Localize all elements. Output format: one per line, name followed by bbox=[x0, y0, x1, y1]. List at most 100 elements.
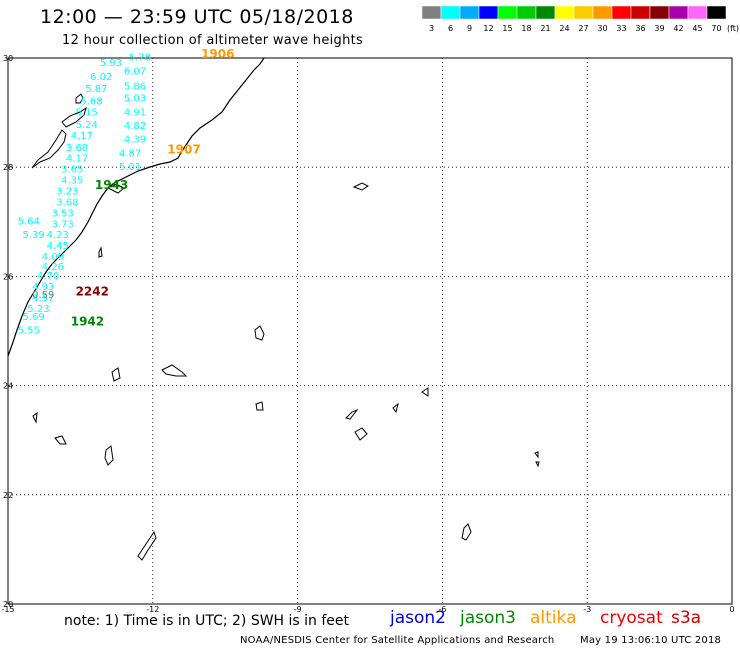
map-grid: 30 28 26 24 22 20-15 -12 -9 -6 -3 0 bbox=[1, 54, 734, 614]
wave-height-label: 3.23 bbox=[56, 187, 78, 198]
wave-height-label: 5.23 bbox=[27, 304, 49, 315]
legend-swatch-15 bbox=[497, 5, 518, 20]
pass-time-label: 1907 bbox=[167, 143, 200, 157]
legend-swatch-45 bbox=[687, 5, 708, 20]
legend-swatch-21 bbox=[535, 5, 556, 20]
island-o bbox=[137, 530, 157, 561]
wave-height-label: 4.93 bbox=[32, 282, 54, 293]
island-k bbox=[104, 445, 114, 466]
lon-tick-label: -3 bbox=[583, 605, 591, 614]
lon-tick-label: -15 bbox=[1, 605, 14, 614]
satellite-cryosat: cryosat bbox=[600, 608, 663, 628]
wave-height-label: 4.35 bbox=[61, 176, 83, 187]
island-h bbox=[354, 427, 368, 441]
island-c bbox=[111, 367, 121, 382]
pass-time-label: 1943 bbox=[95, 178, 128, 192]
legend-label-15: 15 bbox=[502, 24, 512, 33]
legend-swatch-3 bbox=[421, 5, 442, 20]
legend-label-39: 39 bbox=[654, 24, 664, 33]
island-fuerteventura-south bbox=[31, 129, 67, 169]
legend-swatch-6 bbox=[440, 5, 461, 20]
altimeter-tracks: 5.78 6.07 5.865.03 4.91 4.82 4.39 4.87 5.01 5.93… bbox=[18, 53, 151, 337]
wave-height-label: 4.87 bbox=[119, 148, 141, 159]
satellite-jason2: jason2 bbox=[390, 608, 446, 628]
legend-swatch-33 bbox=[611, 5, 632, 20]
legend-label-42: 42 bbox=[673, 24, 683, 33]
island-lanzarote bbox=[75, 93, 84, 104]
island-n bbox=[461, 523, 472, 541]
wave-height-label: 5.78 bbox=[129, 53, 151, 64]
african-coastline bbox=[7, 57, 265, 357]
legend-label-33: 33 bbox=[616, 24, 626, 33]
wave-height-label: 3.73 bbox=[51, 219, 73, 230]
page-subtitle: 12 hour collection of altimeter wave hei… bbox=[62, 33, 364, 48]
legend-swatch-12 bbox=[478, 5, 499, 20]
map-frame bbox=[7, 57, 733, 605]
wave-height-label: 4.45 bbox=[47, 241, 69, 252]
lon-tick-label: -12 bbox=[146, 605, 159, 614]
lat-tick-label: 28 bbox=[3, 163, 13, 172]
island-offshore-1 bbox=[352, 182, 369, 191]
lat-tick-label: 26 bbox=[3, 272, 13, 281]
legend-swatch-70 bbox=[706, 5, 727, 20]
wave-height-label: 5.69 bbox=[22, 312, 44, 323]
pass-time-labels: 1906 1907 1943 2242 1942 bbox=[71, 47, 235, 329]
legend-swatch-18 bbox=[516, 5, 537, 20]
legend-label-36: 36 bbox=[635, 24, 645, 33]
lat-tick-label: 24 bbox=[3, 382, 13, 391]
page-title: 12:00 — 23:59 UTC 05/18/2018 bbox=[40, 6, 354, 28]
wave-height-label: 5.86 bbox=[124, 82, 146, 93]
wave-height-label: 3.53 bbox=[51, 208, 73, 219]
wave-height-label: 4.57 bbox=[32, 293, 54, 304]
wave-height-label: 4.09 bbox=[42, 252, 64, 263]
legend-swatch-39 bbox=[649, 5, 670, 20]
legend-label-9: 9 bbox=[467, 24, 472, 33]
island-e bbox=[345, 408, 359, 420]
satellite-jason3: jason3 bbox=[460, 608, 516, 628]
legend-label-18: 18 bbox=[521, 24, 531, 33]
legend-label-6: 6 bbox=[448, 24, 453, 33]
island-d bbox=[255, 401, 264, 411]
wave-height-label: 5.55 bbox=[18, 326, 40, 337]
island-f bbox=[392, 402, 399, 414]
pass-time-label: 2242 bbox=[76, 285, 109, 299]
island-m bbox=[535, 461, 540, 468]
pass-time-label: 1942 bbox=[71, 315, 104, 329]
wave-height-label: 5.39 bbox=[22, 230, 44, 241]
legend-label-70: 70 bbox=[711, 24, 721, 33]
lat-tick-label: 22 bbox=[3, 491, 13, 500]
legend-swatch-36 bbox=[630, 5, 651, 20]
wave-height-label: 4.26 bbox=[42, 262, 64, 273]
pass-time-label: 1906 bbox=[201, 47, 234, 61]
legend-label-24: 24 bbox=[559, 24, 569, 33]
island-j bbox=[54, 435, 67, 445]
island-g bbox=[421, 387, 429, 397]
wave-height-label: 3.65 bbox=[61, 165, 83, 176]
satellite-s3a: s3a bbox=[671, 608, 702, 628]
legend-swatch-24 bbox=[554, 5, 575, 20]
lon-tick-label: -6 bbox=[438, 605, 446, 614]
island-a bbox=[254, 325, 265, 341]
lat-tick-label: 20 bbox=[3, 600, 13, 609]
wave-height-label: 5.03 bbox=[124, 94, 146, 105]
island-small-coast bbox=[106, 183, 125, 194]
wave-height-label: 5.15 bbox=[76, 107, 98, 118]
island-i bbox=[32, 411, 38, 424]
wave-height-label: 3.68 bbox=[66, 143, 88, 154]
generated-timestamp: May 19 13:06:10 UTC 2018 bbox=[580, 635, 722, 646]
wave-height-label: 4.70 bbox=[37, 271, 59, 282]
island-l bbox=[534, 451, 539, 459]
wave-height-label: 5.01 bbox=[119, 162, 141, 173]
color-legend: 3 6 9 12 15 18 21 24 27 30 33 36 39 42 45 70 (ft) bbox=[421, 5, 739, 33]
legend-label-3: 3 bbox=[429, 24, 434, 33]
legend-label-27: 27 bbox=[578, 24, 588, 33]
legend-swatch-27 bbox=[573, 5, 594, 20]
legend-label-45: 45 bbox=[692, 24, 702, 33]
wave-height-label: 0.59 bbox=[32, 290, 54, 301]
wave-height-label: 4.17 bbox=[71, 131, 93, 142]
wave-height-label: 5.24 bbox=[76, 120, 98, 131]
wave-height-label: 5.93 bbox=[100, 58, 122, 69]
wave-height-label: 4.39 bbox=[124, 135, 146, 146]
legend-swatch-9 bbox=[459, 5, 480, 20]
